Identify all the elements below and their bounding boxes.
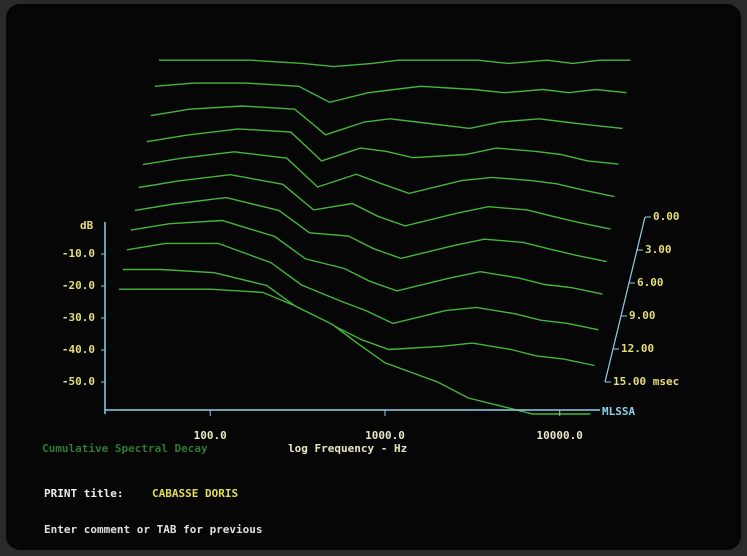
- t-tick-label: 12.00: [621, 342, 654, 355]
- y-tick-label: -10.0: [62, 247, 95, 260]
- x-tick-label: 1000.0: [365, 429, 405, 442]
- t-tick-label: 15.00 msec: [613, 375, 679, 388]
- print-value: CABASSE DORIS: [152, 487, 238, 500]
- print-label: PRINT title:: [44, 487, 123, 500]
- y-tick-label: -50.0: [62, 375, 95, 388]
- t-tick-label: 9.00: [629, 309, 656, 322]
- t-tick-label: 3.00: [645, 243, 672, 256]
- y-tick-label: -30.0: [62, 311, 95, 324]
- x-tick-label: 100.0: [194, 429, 227, 442]
- t-tick-label: 0.00: [653, 210, 680, 223]
- x-axis-label: log Frequency - Hz: [288, 442, 407, 455]
- chart-subtitle: Cumulative Spectral Decay: [42, 442, 208, 455]
- prompt[interactable]: Enter comment or TAB for previous: [44, 523, 263, 536]
- z-axis-label: MLSSA: [602, 405, 635, 418]
- y-axis-label: dB: [80, 219, 94, 232]
- t-tick-label: 6.00: [637, 276, 664, 289]
- x-tick-label: 10000.0: [537, 429, 583, 442]
- y-tick-label: -20.0: [62, 279, 95, 292]
- y-tick-label: -40.0: [62, 343, 95, 356]
- screen: Cumulative Spectral Decay log Frequency …: [0, 0, 747, 556]
